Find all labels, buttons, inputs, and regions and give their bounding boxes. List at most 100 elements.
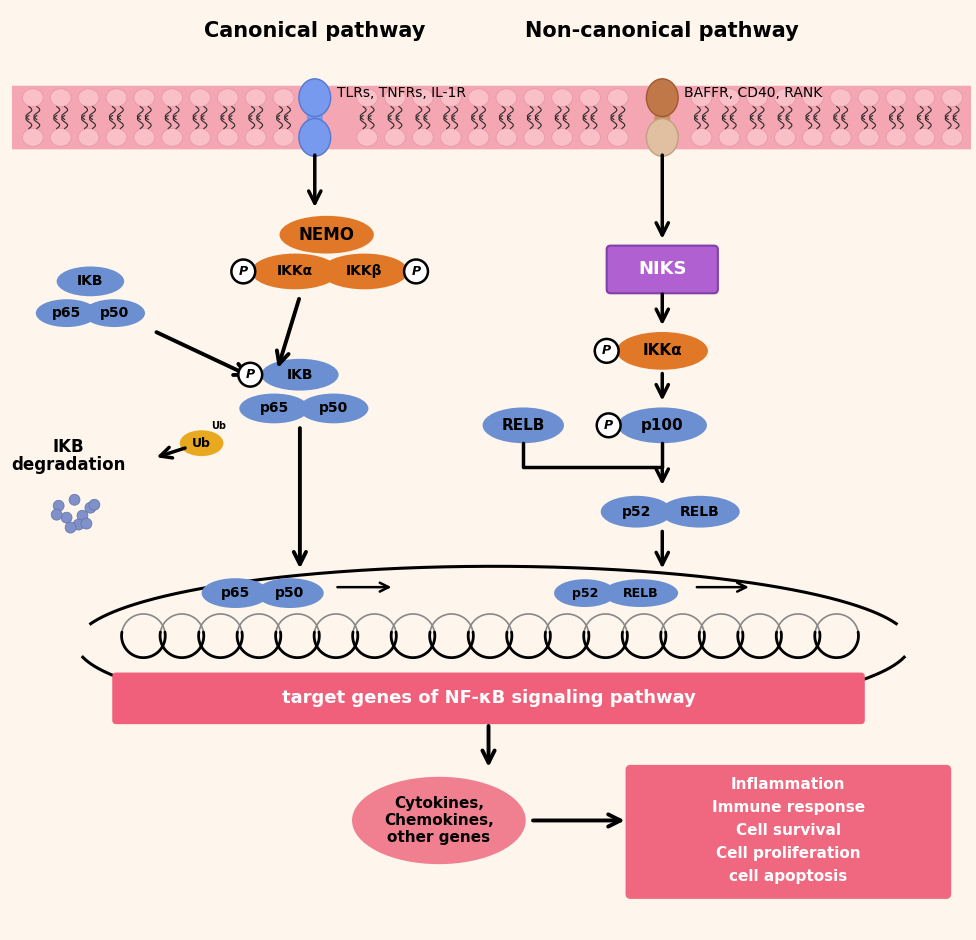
Circle shape (61, 512, 72, 524)
Ellipse shape (189, 129, 211, 147)
Ellipse shape (106, 88, 127, 106)
Ellipse shape (496, 129, 517, 147)
Ellipse shape (78, 88, 99, 106)
Ellipse shape (691, 88, 712, 106)
Ellipse shape (262, 359, 339, 391)
Circle shape (238, 363, 263, 386)
Ellipse shape (134, 129, 155, 147)
Ellipse shape (106, 129, 127, 147)
Ellipse shape (554, 579, 616, 607)
Text: IKKα: IKKα (277, 264, 313, 278)
Circle shape (77, 510, 88, 521)
Ellipse shape (84, 299, 145, 327)
Ellipse shape (134, 88, 155, 106)
Ellipse shape (607, 129, 629, 147)
Text: Ub: Ub (192, 437, 211, 449)
Ellipse shape (719, 88, 740, 106)
Text: Cell proliferation: Cell proliferation (716, 846, 861, 861)
Ellipse shape (50, 88, 71, 106)
Ellipse shape (802, 129, 824, 147)
Text: degradation: degradation (12, 456, 126, 474)
Text: p65: p65 (260, 401, 289, 415)
Ellipse shape (273, 129, 294, 147)
Ellipse shape (600, 495, 672, 527)
Text: TLRs, TNFRs, IL-1R: TLRs, TNFRs, IL-1R (337, 86, 466, 100)
Ellipse shape (279, 216, 374, 254)
Text: p50: p50 (319, 401, 348, 415)
Text: target genes of NF-κB signaling pathway: target genes of NF-κB signaling pathway (282, 689, 696, 707)
Text: p50: p50 (275, 587, 305, 600)
Text: Ub: Ub (212, 421, 226, 431)
Text: P: P (604, 419, 613, 431)
Ellipse shape (22, 88, 43, 106)
Ellipse shape (886, 129, 907, 147)
Ellipse shape (719, 129, 740, 147)
Ellipse shape (257, 578, 324, 608)
Circle shape (89, 499, 100, 510)
FancyBboxPatch shape (112, 672, 865, 724)
Ellipse shape (580, 129, 600, 147)
Ellipse shape (646, 118, 678, 156)
Ellipse shape (468, 129, 489, 147)
Ellipse shape (413, 88, 433, 106)
Ellipse shape (496, 88, 517, 106)
Text: RELB: RELB (680, 505, 720, 519)
Text: cell apoptosis: cell apoptosis (729, 869, 847, 884)
Ellipse shape (299, 79, 331, 117)
Text: p50: p50 (100, 306, 129, 321)
FancyBboxPatch shape (626, 765, 952, 899)
Ellipse shape (580, 88, 600, 106)
Ellipse shape (352, 776, 526, 864)
Ellipse shape (617, 332, 708, 369)
Ellipse shape (886, 88, 907, 106)
Text: NIKS: NIKS (638, 260, 686, 278)
Ellipse shape (775, 129, 795, 147)
Circle shape (404, 259, 427, 283)
Ellipse shape (775, 88, 795, 106)
Circle shape (85, 502, 96, 513)
Circle shape (594, 339, 619, 363)
Ellipse shape (356, 88, 378, 106)
Ellipse shape (607, 88, 629, 106)
Ellipse shape (321, 254, 408, 290)
Text: p65: p65 (221, 587, 250, 600)
Ellipse shape (524, 88, 545, 106)
Ellipse shape (468, 88, 489, 106)
FancyBboxPatch shape (12, 86, 971, 149)
Circle shape (51, 509, 62, 520)
Ellipse shape (914, 129, 935, 147)
Ellipse shape (78, 129, 99, 147)
Ellipse shape (299, 118, 331, 156)
Ellipse shape (942, 88, 962, 106)
Text: Cell survival: Cell survival (736, 822, 841, 838)
Ellipse shape (831, 129, 851, 147)
Text: Non-canonical pathway: Non-canonical pathway (525, 22, 799, 41)
Circle shape (81, 518, 92, 529)
Text: RELB: RELB (623, 587, 658, 600)
Text: BAFFR, CD40, RANK: BAFFR, CD40, RANK (684, 86, 823, 100)
Ellipse shape (162, 88, 183, 106)
Text: P: P (239, 265, 248, 278)
Ellipse shape (385, 129, 405, 147)
Ellipse shape (747, 129, 767, 147)
Ellipse shape (245, 88, 266, 106)
FancyBboxPatch shape (306, 113, 323, 122)
Ellipse shape (646, 79, 678, 117)
Ellipse shape (162, 129, 183, 147)
Text: Cytokines,
Chemokines,
other genes: Cytokines, Chemokines, other genes (384, 795, 494, 845)
Text: P: P (246, 368, 255, 382)
Text: p100: p100 (641, 417, 683, 432)
Ellipse shape (747, 88, 767, 106)
Ellipse shape (524, 129, 545, 147)
Ellipse shape (180, 431, 224, 456)
Circle shape (69, 494, 80, 505)
Ellipse shape (202, 578, 269, 608)
Text: p65: p65 (52, 306, 81, 321)
Text: Inflammation: Inflammation (731, 777, 845, 792)
Circle shape (73, 519, 84, 530)
Text: Canonical pathway: Canonical pathway (204, 22, 426, 41)
Text: IKB: IKB (287, 368, 313, 382)
Text: NEMO: NEMO (299, 226, 354, 243)
Ellipse shape (218, 129, 238, 147)
FancyBboxPatch shape (607, 245, 718, 293)
